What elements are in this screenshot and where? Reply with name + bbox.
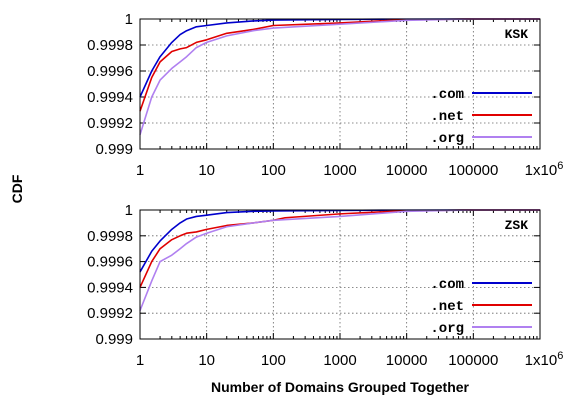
y-tick-label: 0.9992 bbox=[87, 305, 133, 322]
y-tick-label: 0.9996 bbox=[87, 254, 133, 271]
y-tick-label: 0.9994 bbox=[87, 279, 133, 296]
chart-panel-ksk: 1 10 100 1000 10000 100000 1x106 0.999 0.9992 0.9… bbox=[87, 11, 563, 179]
y-tick-label: 0.999 bbox=[95, 331, 133, 348]
legend-label-net: .net bbox=[430, 109, 464, 125]
y-tick-label: 0.9996 bbox=[87, 63, 133, 80]
y-axis-title: CDF bbox=[9, 174, 25, 203]
x-tick-label: 10 bbox=[198, 352, 215, 369]
panel-tag-label: ZSK bbox=[505, 218, 529, 233]
x-tick-label: 10 bbox=[198, 162, 215, 179]
series-line-org bbox=[139, 18, 540, 135]
x-tick-label: 1x106 bbox=[525, 350, 564, 369]
y-tick-label: 0.9998 bbox=[87, 37, 133, 54]
plot-border bbox=[139, 18, 541, 150]
x-tick-label: 100000 bbox=[448, 162, 498, 179]
y-tick-label: 0.999 bbox=[95, 141, 133, 158]
x-tick-label: 1 bbox=[136, 162, 144, 179]
series-line-net bbox=[139, 209, 540, 288]
chart-panel-zsk: 1 10 100 1000 10000 100000 1x106 0.999 0.9992 0.9… bbox=[87, 202, 563, 369]
x-tick-label: 10000 bbox=[386, 352, 428, 369]
panel-tag-label: KSK bbox=[505, 27, 529, 42]
series-line-com bbox=[139, 18, 540, 98]
x-tick-label: 100 bbox=[261, 352, 286, 369]
chart-panels: 1 10 100 1000 10000 100000 1x106 0.999 0.9992 0.9… bbox=[87, 11, 563, 369]
legend-label-com: .com bbox=[430, 277, 464, 293]
series-line-org bbox=[139, 209, 540, 311]
legend-label-net: .net bbox=[430, 299, 464, 315]
x-tick-label: 10000 bbox=[386, 162, 428, 179]
x-tick-label: 1 bbox=[136, 352, 144, 369]
legend-label-com: .com bbox=[430, 87, 464, 103]
legend-label-org: .org bbox=[430, 321, 464, 337]
y-tick-label: 0.9998 bbox=[87, 228, 133, 245]
y-tick-label: 1 bbox=[125, 11, 133, 28]
y-tick-label: 0.9994 bbox=[87, 89, 133, 106]
x-axis-title: Number of Domains Grouped Together bbox=[211, 379, 470, 395]
x-tick-label: 1x106 bbox=[525, 160, 564, 179]
y-tick-label: 0.9992 bbox=[87, 115, 133, 132]
plot-border bbox=[139, 209, 541, 340]
x-tick-label: 100 bbox=[261, 162, 286, 179]
series-line-net bbox=[139, 18, 540, 112]
x-tick-label: 1000 bbox=[323, 162, 356, 179]
legend-label-org: .org bbox=[430, 131, 464, 147]
x-tick-label: 1000 bbox=[323, 352, 356, 369]
x-tick-label: 100000 bbox=[448, 352, 498, 369]
y-tick-label: 1 bbox=[125, 202, 133, 219]
